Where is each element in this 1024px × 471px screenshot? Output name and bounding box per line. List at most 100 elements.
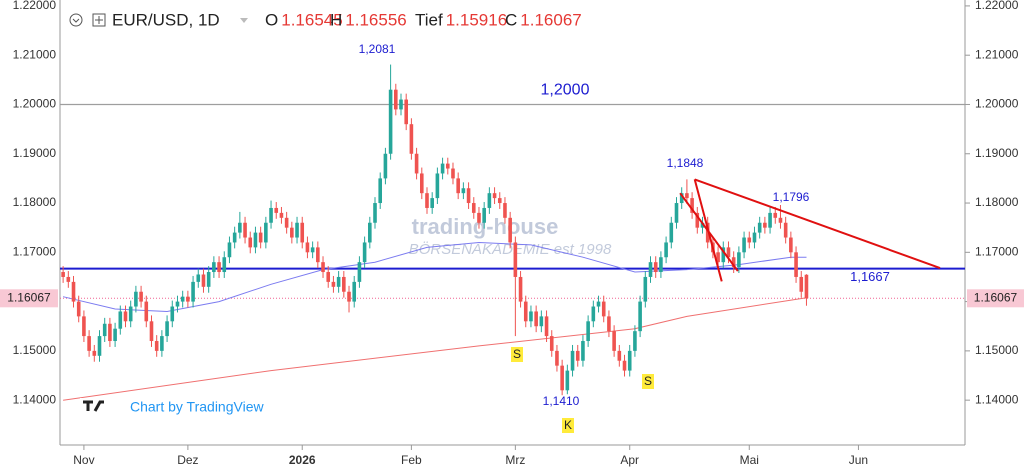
collapse-icon[interactable]: [69, 13, 83, 27]
price-tag-label: 1.16067: [974, 290, 1018, 304]
candle-body: [529, 311, 533, 322]
symbol[interactable]: EUR/USD, 1D: [112, 10, 220, 29]
candle-body: [549, 336, 554, 351]
x-tick-label: 2026: [289, 453, 316, 467]
y-tick-label-right: 1.19000: [975, 146, 1019, 160]
annotation: 1,1796: [773, 190, 810, 204]
x-tick-label: Feb: [401, 453, 422, 467]
ohlc-value: 1.16067: [520, 10, 581, 29]
y-tick-label-right: 1.14000: [975, 392, 1019, 406]
candle-body: [643, 276, 648, 302]
candle-body: [492, 193, 497, 199]
candle-body: [778, 217, 783, 223]
candle-body: [596, 301, 601, 307]
ohlc-label: C: [505, 10, 517, 29]
candle-body: [331, 281, 336, 287]
candle-body: [768, 212, 772, 228]
y-tick-label-right: 1.17000: [975, 244, 1019, 258]
candle-body: [394, 89, 398, 110]
candle-body: [414, 153, 419, 174]
chevron: [72, 18, 80, 23]
candle-body: [217, 262, 221, 273]
candle-body: [648, 262, 653, 277]
candle-body: [679, 193, 684, 204]
candle-body: [290, 227, 294, 238]
candle-body: [700, 222, 705, 228]
candle-body: [471, 203, 476, 213]
trendline: [694, 178, 941, 270]
candle-body: [601, 301, 606, 317]
ohlc-label: H: [330, 10, 342, 29]
legend-icons: [69, 13, 248, 27]
candle-body: [279, 212, 284, 218]
candle-body: [92, 350, 97, 356]
candle-body: [321, 262, 325, 273]
x-tick-label: Dez: [177, 453, 198, 467]
y-tick-label: 1.19000: [13, 146, 57, 160]
candle-body: [165, 321, 169, 337]
candle-body: [674, 203, 679, 223]
candle-body: [773, 212, 778, 218]
candle-body: [575, 350, 580, 361]
candle-body: [456, 178, 460, 194]
candle-body: [269, 207, 273, 223]
price-tag-label: 1.16067: [7, 290, 51, 304]
candle-body: [451, 168, 455, 179]
x-tick-label: Nov: [73, 453, 94, 467]
candle-body: [264, 222, 268, 243]
candle-body: [789, 237, 793, 253]
candle-body: [425, 193, 429, 208]
candle-body: [295, 222, 299, 238]
candle-body: [716, 252, 720, 263]
candle-body: [783, 222, 788, 238]
candle-body: [87, 336, 91, 351]
candle-body: [66, 276, 71, 282]
y-tick-label-right: 1.22000: [975, 0, 1019, 12]
y-tick-label: 1.18000: [13, 195, 57, 209]
candle-body: [742, 237, 746, 253]
candle-body: [196, 274, 201, 282]
ohlc-label: Tief: [415, 10, 443, 29]
candle-body: [274, 207, 279, 213]
candle-body: [419, 173, 424, 194]
candle-body: [378, 178, 383, 204]
annotation-box: [511, 347, 523, 362]
candle-body: [180, 296, 185, 302]
candle-body: [300, 222, 305, 243]
ohlc-value: 1.15916: [446, 10, 507, 29]
candle-body: [440, 163, 445, 174]
add-icon[interactable]: [92, 13, 106, 27]
candle-body: [388, 89, 393, 154]
candle-body: [653, 262, 658, 273]
tv-logo: [80, 398, 112, 412]
candle-body: [466, 188, 471, 204]
candle-body: [747, 237, 752, 243]
candle-body: [347, 291, 351, 302]
candle-body: [544, 316, 549, 337]
candle-body: [227, 242, 232, 258]
candle-body: [497, 198, 502, 204]
candle-body: [82, 316, 86, 337]
candle-body: [284, 217, 289, 228]
annotation: K: [564, 418, 572, 432]
annotation: 1,1410: [543, 394, 580, 408]
candle-body: [128, 306, 133, 322]
credit[interactable]: Chart by TradingView: [130, 399, 264, 415]
annotation: S: [513, 347, 521, 361]
candle-body: [238, 222, 242, 233]
candle-body: [617, 350, 622, 361]
x-tick-label: Apr: [620, 453, 639, 467]
candle-body: [622, 360, 627, 371]
candle-body: [757, 222, 762, 233]
y-tick-label-right: 1.21000: [975, 47, 1019, 61]
candle-body: [336, 276, 341, 287]
annotation: 1,2081: [359, 42, 396, 56]
level-label: 1,2000: [541, 82, 590, 99]
candle-body: [430, 198, 434, 208]
candle-body: [555, 350, 559, 366]
candle-body: [222, 257, 227, 273]
candle-body: [160, 336, 164, 351]
candle-body: [134, 291, 138, 307]
dropdown[interactable]: [240, 18, 248, 23]
